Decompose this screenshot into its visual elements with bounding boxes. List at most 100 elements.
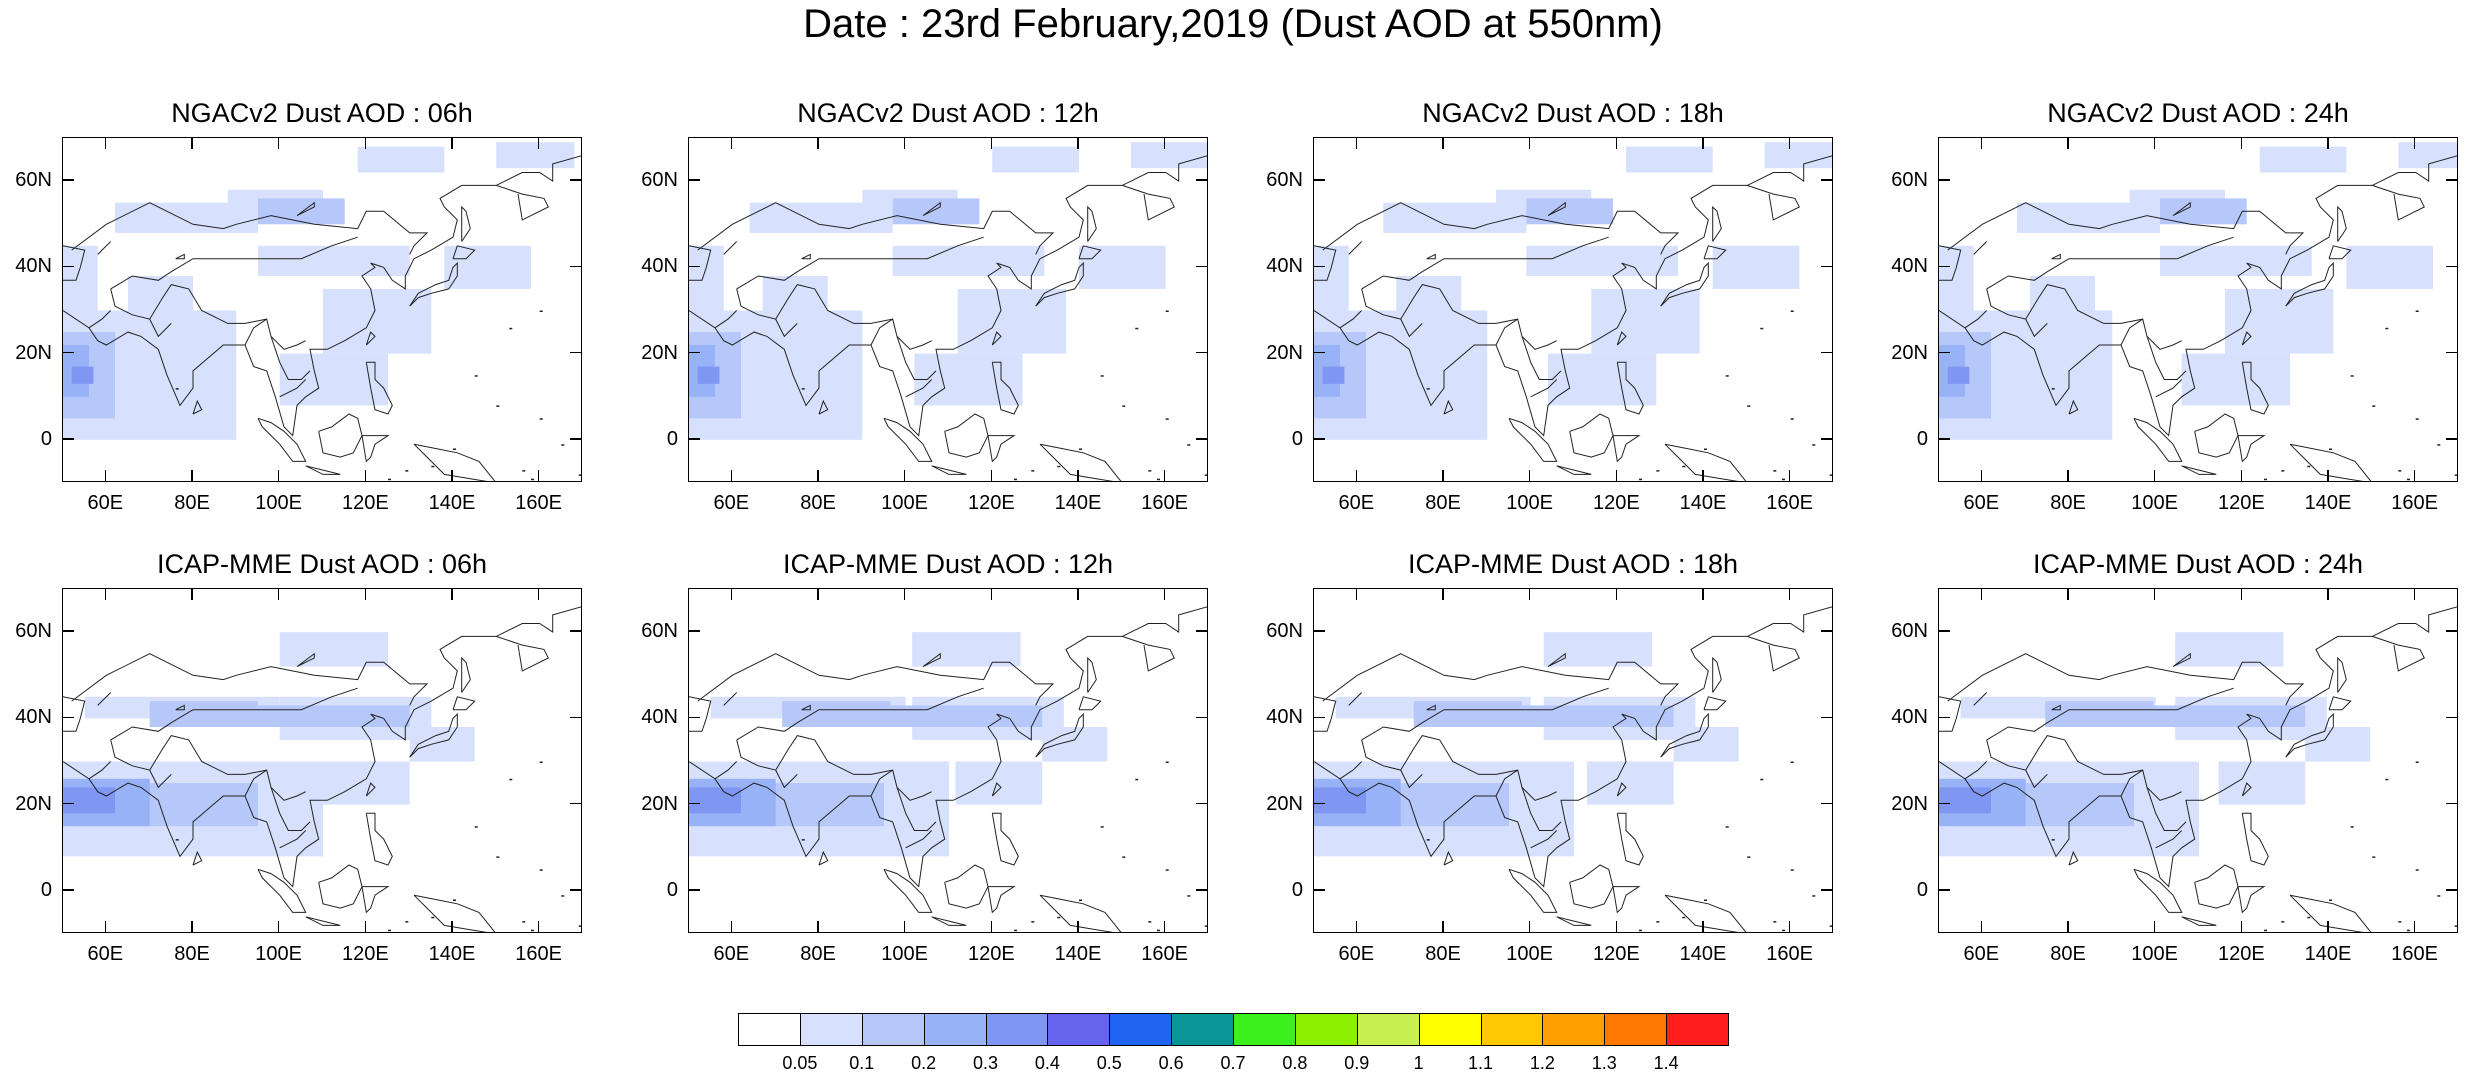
colorbar-label: 0.9	[1344, 1053, 1370, 1073]
x-tick-label: 100E	[255, 943, 303, 965]
x-tick-label: 160E	[1766, 492, 1814, 514]
island-mark	[1747, 856, 1751, 858]
coastline	[2068, 399, 2079, 415]
coastline	[1986, 735, 2182, 801]
coastline	[63, 696, 86, 732]
coastline	[2241, 361, 2269, 415]
x-tick-label: 100E	[2131, 492, 2179, 514]
island-mark	[801, 839, 805, 841]
y-tick-label: 20N	[1891, 792, 1928, 815]
dust-field-cell	[955, 761, 1043, 805]
dust-field-cell	[689, 245, 724, 311]
coastline	[413, 443, 496, 481]
x-tick	[1980, 921, 1983, 933]
y-tick	[1821, 802, 1833, 805]
coastline	[2194, 864, 2239, 909]
coastline	[1556, 465, 1592, 475]
y-tick	[1196, 716, 1208, 719]
coastline	[1986, 236, 2234, 290]
y-tick-label: 0	[666, 427, 678, 450]
y-tick	[62, 889, 74, 891]
colorbar-swatch	[738, 1013, 801, 1046]
coastline	[97, 692, 112, 706]
colorbar-swatch	[1294, 1013, 1358, 1046]
island-mark	[1747, 405, 1751, 407]
coastline	[110, 236, 358, 290]
island-mark	[1031, 921, 1035, 923]
x-tick	[1077, 470, 1079, 482]
x-tick-label: 100E	[1506, 943, 1554, 965]
coastline	[1616, 331, 1627, 346]
coastline	[192, 399, 203, 415]
x-tick	[1528, 588, 1531, 600]
dust-aod-map	[1939, 142, 2457, 481]
x-tick	[1077, 588, 1079, 600]
dust-field-cell	[2181, 353, 2290, 406]
y-tick	[1821, 889, 1833, 891]
y-tick	[2446, 802, 2458, 805]
colorbar-label: 0.3	[972, 1053, 999, 1073]
map-frame	[1938, 588, 2458, 933]
coastline	[2285, 261, 2334, 307]
coastline	[71, 202, 429, 255]
y-tick-label: 40N	[641, 706, 678, 729]
coastline	[361, 886, 390, 914]
y-tick	[2446, 265, 2458, 268]
coastline	[1712, 656, 1722, 693]
x-tick	[730, 137, 733, 149]
y-tick	[1313, 716, 1325, 719]
coastline	[2025, 769, 2048, 789]
x-tick-label: 160E	[1766, 943, 1814, 965]
x-tick	[2067, 588, 2069, 600]
dust-field-cell	[2030, 276, 2095, 311]
coastline	[452, 245, 476, 260]
x-tick	[104, 588, 107, 600]
coastline	[1547, 652, 1566, 668]
island-mark	[2415, 418, 2419, 420]
island-mark	[2372, 856, 2376, 858]
coastline	[2120, 318, 2143, 346]
x-tick	[277, 470, 280, 482]
x-tick	[817, 470, 819, 482]
y-tick-label: 0	[1916, 878, 1928, 901]
coastline	[870, 318, 893, 346]
island-mark	[1656, 470, 1660, 472]
coastline	[1508, 868, 1558, 913]
coastline	[1712, 205, 1722, 242]
x-tick	[2327, 137, 2329, 149]
y-tick-label: 20N	[641, 792, 678, 815]
island-mark	[522, 921, 526, 923]
coastline	[1361, 687, 1609, 741]
coastline	[2241, 782, 2252, 797]
x-tick	[817, 588, 819, 600]
island-mark	[1122, 856, 1126, 858]
island-mark	[531, 478, 534, 481]
dust-field-cell	[2153, 705, 2306, 727]
map-frame	[62, 137, 582, 482]
map-frame	[62, 588, 582, 933]
y-tick	[62, 351, 74, 354]
x-tick-label: 80E	[1425, 492, 1461, 514]
x-tick	[104, 921, 107, 933]
island-mark	[2454, 474, 2457, 476]
island-mark	[2329, 448, 2332, 450]
coastline	[2237, 435, 2266, 463]
y-tick	[1821, 630, 1833, 632]
island-mark	[431, 916, 435, 919]
x-tick-label: 120E	[1592, 492, 1640, 514]
island-mark	[1100, 375, 1104, 377]
coastline	[736, 284, 932, 350]
y-tick-label: 60N	[1266, 620, 1303, 643]
y-tick	[1196, 630, 1208, 632]
y-tick	[2446, 630, 2458, 632]
coastline	[931, 916, 967, 926]
colorbar-label: 0.1	[849, 1053, 875, 1073]
dust-aod-map	[1314, 142, 1832, 481]
coastline	[1122, 635, 1175, 672]
coastline	[931, 465, 967, 475]
figure-title: Date : 23rd February,2019 (Dust AOD at 5…	[803, 2, 1663, 46]
x-tick	[1702, 137, 1704, 149]
dust-field-cell	[258, 245, 410, 276]
map-panel: NGACv2 Dust AOD : 18h 60E 80E 100E 120E 140E 1…	[1266, 98, 1833, 514]
coastline	[257, 417, 307, 462]
